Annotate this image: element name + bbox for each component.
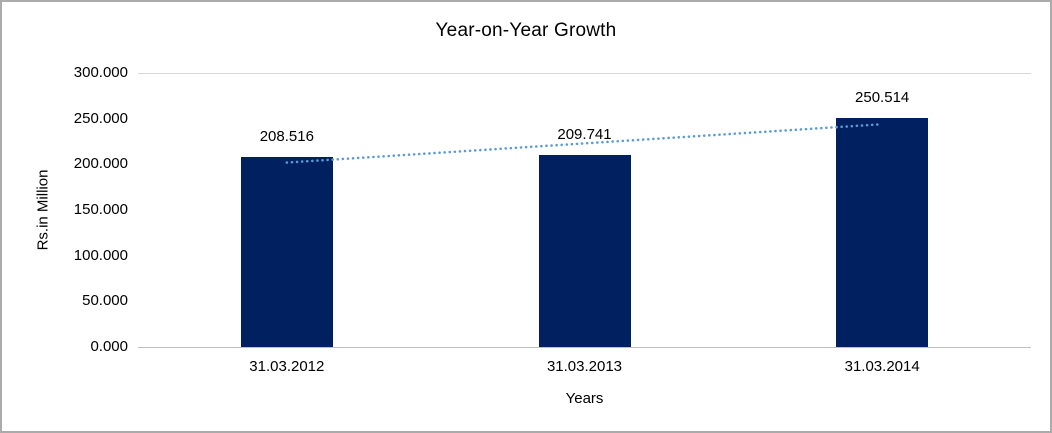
bar-value-label: 209.741 [557, 126, 612, 144]
x-axis-line [138, 347, 1031, 348]
y-tick-label: 0.000 [90, 338, 128, 355]
y-tick-label: 100.000 [73, 246, 128, 264]
chart-title: Year-on-Year Growth [435, 20, 617, 41]
y-tick-label: 300.000 [73, 64, 128, 81]
bar [538, 155, 631, 347]
y-tick-label: 50.000 [82, 292, 128, 310]
y-tick-label: 200.000 [73, 155, 128, 173]
bar-value-label: 208.516 [259, 127, 314, 145]
x-axis-title: Years [565, 390, 604, 407]
x-tick-label: 31.03.2013 [546, 358, 623, 375]
bar-value-label: 250.514 [855, 89, 910, 107]
x-tick-label: 31.03.2012 [249, 358, 325, 375]
gridline-top [138, 73, 1031, 74]
y-tick-label: 150.000 [73, 201, 128, 218]
x-tick-label: 31.03.2014 [844, 358, 920, 375]
y-tick-label: 250.000 [73, 109, 128, 127]
bar [836, 118, 929, 347]
bar [240, 156, 333, 347]
